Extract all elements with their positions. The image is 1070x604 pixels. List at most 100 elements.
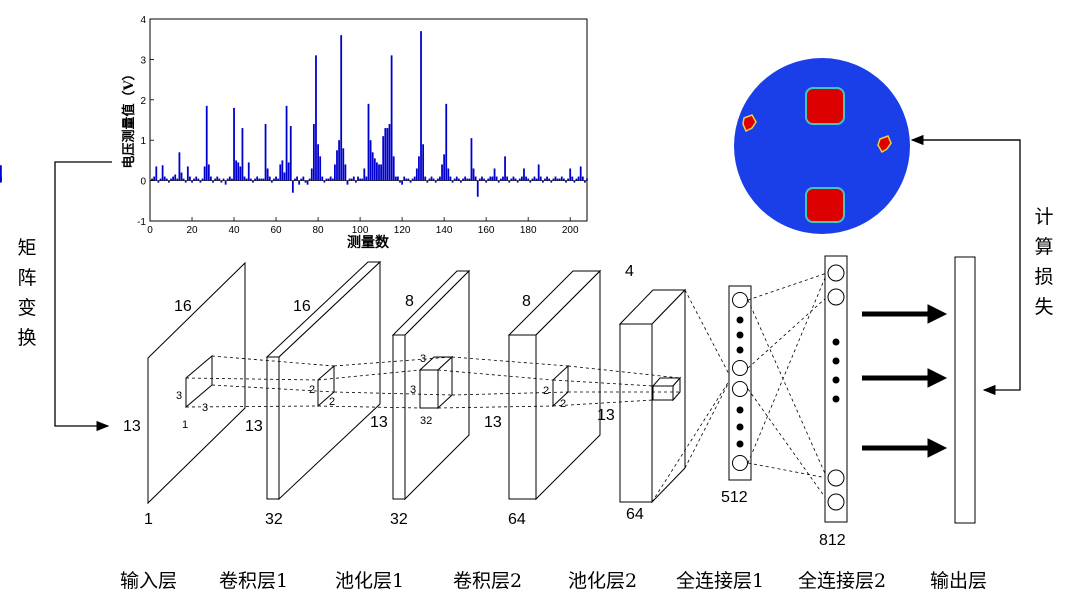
chart-bar: [430, 176, 433, 181]
chart-bar: [350, 178, 353, 181]
chart-bar: [504, 156, 506, 181]
chart-bar: [418, 156, 420, 181]
chart-bar: [449, 176, 452, 181]
chart-bar: [359, 178, 361, 181]
conv2-layer: [507, 269, 602, 501]
chart-bar: [304, 180, 307, 183]
conv1-top-dim: 16: [293, 298, 311, 315]
matrix-transform-arrow: [54, 161, 112, 432]
chart-bar: [163, 176, 166, 181]
chart-bar: [581, 176, 584, 181]
chart-bar: [392, 156, 395, 181]
fc1-bottom-dim: 512: [721, 489, 748, 506]
chart-bar: [161, 165, 164, 181]
chart-bar: [472, 168, 475, 181]
chart-bar: [329, 176, 332, 181]
chart-bar: [249, 178, 252, 181]
conv2-kernel-a: 2: [543, 385, 549, 397]
chart-bar: [529, 180, 532, 183]
fc-connections: [747, 272, 828, 501]
chart-bar: [457, 178, 460, 181]
chart-bar: [153, 176, 156, 181]
chart-bar: [445, 103, 448, 181]
chart-x-tick-label: 200: [562, 225, 579, 236]
chart-bar: [573, 180, 576, 183]
chart-bar: [258, 178, 261, 181]
chart-bar: [298, 180, 301, 185]
chart-bar: [539, 176, 542, 181]
chart-bar: [502, 176, 504, 181]
layer-name-pool1: 池化层1: [335, 570, 404, 592]
chart-bar: [279, 164, 282, 181]
chart-bar: [434, 180, 437, 183]
chart-bar: [182, 178, 185, 181]
chart-bar: [548, 178, 551, 181]
chart-bar: [331, 178, 334, 181]
input-left-dim: 13: [123, 418, 141, 435]
chart-bar: [571, 176, 574, 181]
reconstruction-image: [734, 58, 910, 234]
chart-bar: [567, 178, 569, 181]
chart-bar: [552, 178, 555, 181]
chart-bar: [367, 103, 370, 181]
chart-bar: [483, 178, 485, 181]
compute-loss-arrow: [910, 134, 1021, 396]
chart-bar: [220, 180, 223, 183]
chart-bar: [357, 176, 359, 181]
chart-bar: [569, 168, 572, 181]
chart-bar: [336, 150, 338, 181]
chart-bar: [218, 178, 221, 181]
chart-y-tick-label: 3: [140, 55, 146, 66]
chart-bar: [342, 148, 345, 181]
conv1-kernel-a: 2: [309, 384, 315, 396]
chart-bar: [397, 176, 399, 181]
chart-bar: [235, 160, 238, 181]
chart-bar: [512, 176, 515, 181]
conv-connections: [185, 289, 732, 503]
chart-y-tick-label: 0: [140, 177, 146, 188]
input-bottom-dim: 1: [144, 511, 153, 528]
chart-bar: [228, 176, 231, 181]
chart-bar: [415, 168, 418, 181]
chart-y-tick-label: 1: [140, 136, 146, 147]
chart-bar: [346, 180, 349, 185]
chart-bar: [506, 176, 509, 181]
chart-bar: [264, 124, 267, 181]
chart-bar: [0, 165, 2, 181]
chart-bar: [0, 178, 2, 181]
chart-bar: [338, 140, 340, 181]
chart-bar: [252, 180, 254, 183]
chart-bar: [577, 176, 580, 181]
chart-bar: [189, 176, 191, 181]
chart-bar: [310, 168, 313, 181]
chart-bar: [426, 180, 429, 183]
chart-bar: [556, 178, 559, 181]
chart-bar: [205, 105, 208, 181]
chart-bar: [222, 178, 225, 181]
conv2-bottom-dim: 64: [508, 511, 526, 528]
chart-bar: [386, 128, 389, 181]
chart-bar: [455, 176, 458, 181]
chart-x-tick-label: 160: [478, 225, 495, 236]
chart-bar: [361, 178, 364, 181]
chart-bar: [315, 55, 317, 181]
chart-bar: [174, 174, 177, 181]
pool1-kernel-b: 3: [410, 384, 416, 396]
conv2-left-dim: 13: [484, 414, 502, 431]
pool2-top-dim: 4: [625, 263, 634, 280]
chart-bar: [373, 158, 376, 181]
chart-bar: [308, 178, 311, 181]
chart-bar: [447, 168, 450, 181]
inclusion-left: [742, 114, 757, 133]
chart-bar: [399, 180, 401, 183]
chart-bar: [180, 172, 183, 181]
chart-bar: [439, 176, 441, 181]
chart-bar: [489, 176, 492, 181]
conv1-bottom-dim: 32: [265, 511, 283, 528]
chart-bar: [170, 178, 172, 181]
chart-bar: [487, 178, 490, 181]
chart-x-label: 测量数: [347, 234, 390, 251]
chart-bar: [168, 180, 170, 183]
chart-bar: [239, 166, 242, 181]
chart-bar: [493, 168, 496, 181]
